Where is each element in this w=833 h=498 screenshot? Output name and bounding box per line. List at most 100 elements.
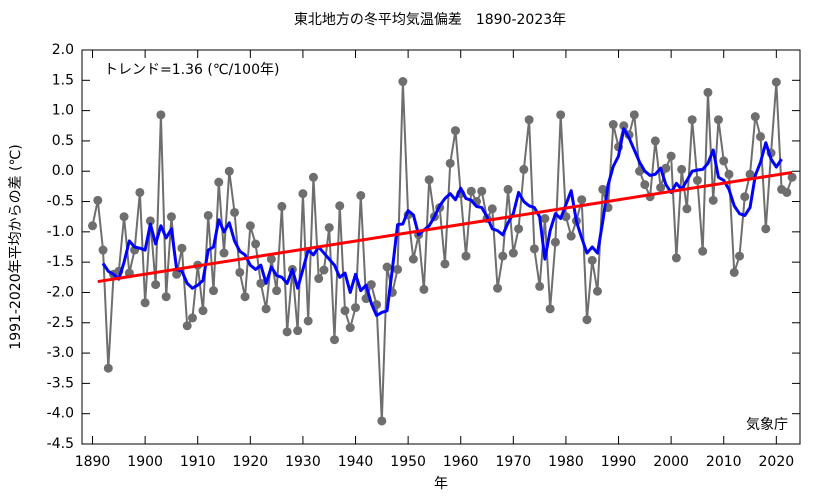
data-point bbox=[761, 224, 771, 234]
data-point bbox=[98, 245, 108, 255]
data-point bbox=[256, 278, 266, 288]
data-point bbox=[535, 281, 545, 291]
data-point bbox=[135, 187, 145, 197]
x-tick-label: 1990 bbox=[601, 454, 637, 470]
data-point bbox=[566, 231, 576, 241]
data-point bbox=[771, 77, 781, 87]
y-tick-label: -2.5 bbox=[47, 315, 74, 331]
data-point bbox=[540, 214, 550, 224]
y-tick-label: 0.0 bbox=[52, 163, 74, 179]
source-annotation: 気象庁 bbox=[746, 417, 788, 433]
data-point bbox=[187, 313, 197, 323]
data-point bbox=[698, 246, 708, 256]
data-point bbox=[366, 280, 376, 290]
data-point bbox=[677, 164, 687, 174]
data-point bbox=[503, 184, 513, 194]
data-point bbox=[514, 224, 524, 234]
data-point bbox=[745, 169, 755, 179]
data-point bbox=[529, 244, 539, 254]
x-tick-label: 1970 bbox=[496, 454, 532, 470]
data-point bbox=[377, 416, 387, 426]
data-point bbox=[587, 255, 597, 265]
data-point bbox=[314, 274, 324, 284]
data-point bbox=[172, 269, 182, 279]
data-point bbox=[713, 115, 723, 125]
data-point bbox=[293, 326, 303, 336]
y-tick-label: -4.0 bbox=[47, 406, 74, 422]
data-point bbox=[393, 264, 403, 274]
y-tick-label: -4.5 bbox=[47, 436, 74, 452]
x-axis-label: 年 bbox=[434, 476, 448, 492]
data-point bbox=[466, 186, 476, 196]
data-point bbox=[498, 251, 508, 261]
data-point bbox=[251, 239, 261, 249]
x-tick-label: 1890 bbox=[75, 454, 111, 470]
data-point bbox=[661, 163, 671, 173]
data-point bbox=[93, 195, 103, 205]
data-point bbox=[151, 280, 161, 290]
data-point bbox=[214, 177, 224, 187]
data-point bbox=[650, 136, 660, 146]
data-point bbox=[708, 195, 718, 205]
data-point bbox=[209, 286, 219, 296]
data-point bbox=[240, 292, 250, 302]
data-point bbox=[145, 216, 155, 226]
data-point bbox=[424, 175, 434, 185]
series-line bbox=[101, 127, 783, 317]
data-point bbox=[398, 77, 408, 87]
x-tick-label: 1980 bbox=[548, 454, 584, 470]
y-tick-label: -3.0 bbox=[47, 345, 74, 361]
x-tick-label: 2010 bbox=[706, 454, 742, 470]
data-point bbox=[140, 298, 150, 308]
data-point bbox=[682, 204, 692, 214]
data-point bbox=[445, 158, 455, 168]
data-point bbox=[408, 254, 418, 264]
data-point bbox=[440, 259, 450, 269]
data-point bbox=[619, 121, 629, 131]
data-point bbox=[692, 175, 702, 185]
data-point bbox=[351, 303, 361, 313]
y-tick-label: 2.0 bbox=[52, 42, 74, 58]
data-point bbox=[656, 183, 666, 193]
trend-annotation: トレンド=1.36 (℃/100年) bbox=[104, 62, 279, 78]
data-point bbox=[671, 253, 681, 263]
data-point bbox=[156, 110, 166, 120]
x-tick-label: 1930 bbox=[285, 454, 321, 470]
y-tick-label: -1.0 bbox=[47, 224, 74, 240]
y-tick-label: 0.5 bbox=[52, 133, 74, 149]
data-point bbox=[419, 284, 429, 294]
data-point bbox=[282, 327, 292, 337]
x-tick-label: 1920 bbox=[233, 454, 269, 470]
data-point bbox=[487, 204, 497, 214]
data-point bbox=[450, 126, 460, 136]
data-point bbox=[629, 110, 639, 120]
data-point bbox=[182, 321, 192, 331]
data-point bbox=[724, 169, 734, 179]
data-point bbox=[750, 112, 760, 122]
data-point bbox=[345, 323, 355, 333]
x-tick-label: 1900 bbox=[127, 454, 163, 470]
data-point bbox=[266, 254, 276, 264]
data-point bbox=[335, 201, 345, 211]
data-point bbox=[319, 265, 329, 275]
data-point bbox=[329, 335, 339, 345]
data-point bbox=[356, 190, 366, 200]
plot-frame bbox=[81, 49, 801, 445]
data-point bbox=[88, 221, 98, 231]
data-point bbox=[324, 223, 334, 233]
x-tick-label: 1950 bbox=[390, 454, 426, 470]
data-point bbox=[298, 189, 308, 199]
data-point bbox=[782, 187, 792, 197]
x-tick-label: 1910 bbox=[180, 454, 216, 470]
data-point bbox=[582, 315, 592, 325]
data-point bbox=[177, 243, 187, 253]
x-tick-label: 2020 bbox=[759, 454, 795, 470]
data-point bbox=[592, 286, 602, 296]
data-point bbox=[729, 267, 739, 277]
data-point bbox=[103, 363, 113, 373]
data-point bbox=[230, 207, 240, 217]
y-tick-label: -0.5 bbox=[47, 194, 74, 210]
data-point bbox=[640, 180, 650, 190]
data-point bbox=[245, 221, 255, 231]
data-point bbox=[719, 156, 729, 166]
